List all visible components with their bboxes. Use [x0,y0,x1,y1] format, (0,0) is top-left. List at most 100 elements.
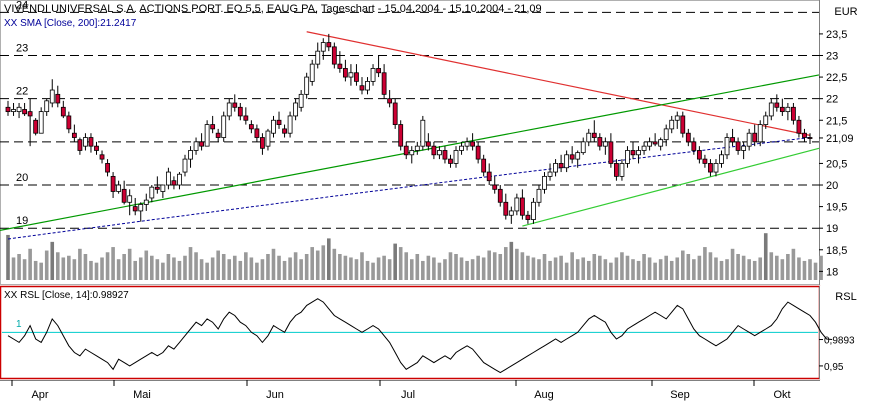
candle-body [193,141,199,151]
candle [685,128,691,147]
volume-bar [642,254,646,280]
volume-bar [492,252,497,280]
candle-body [376,68,381,74]
candle [735,137,741,155]
candle [580,137,586,155]
candle [547,163,553,181]
candle [342,59,348,82]
candle-body [448,158,453,164]
candle [768,98,774,121]
candle [459,141,464,155]
volume-bar [719,260,724,280]
candle [647,137,652,151]
volume-bar [205,262,209,280]
candle-body [641,145,647,151]
candle [442,146,448,164]
candle [293,98,299,121]
candle [381,64,387,99]
candle-body [746,132,752,147]
candle [802,128,807,142]
candle-body [564,154,570,169]
price-tick-label: 21,5 [826,115,847,127]
volume-bar [714,257,718,280]
candle-body [708,163,713,173]
chart-title: VIVENDI UNIVERSAL S.A. ACTIONS PORT. EO … [4,3,542,15]
candle [464,137,470,151]
volume-bar [183,255,187,280]
rsl-panel-title: RSL [835,291,856,303]
volume-bar [210,257,215,280]
price-left-label: 24 [16,0,28,11]
candle [630,141,636,160]
volume-bar [603,259,608,280]
volume-bar [559,255,563,280]
volume-bar [459,257,464,280]
candle [597,133,603,151]
candle-body [260,137,265,149]
volume-bar [498,254,503,280]
candle-body [83,137,88,147]
volume-bar [542,254,547,280]
candle [796,115,802,138]
volume-bar [786,254,790,280]
volume-bar [647,257,652,280]
volume-bar [360,252,364,280]
candle [127,189,133,216]
candle [22,102,27,116]
candle [376,55,381,78]
volume-bar [39,262,43,280]
volume-bar [415,254,420,280]
volume-bar [752,260,757,280]
candle-body [77,139,83,151]
volume-bar [194,252,198,280]
x-axis-month-label: Mai [133,389,151,401]
candle [503,193,509,220]
candle-body [44,100,50,113]
candle-body [226,102,232,117]
candle-body [442,150,448,160]
candle-body [492,184,498,190]
price-left-label: 23 [16,42,28,54]
candle-body [553,163,558,173]
rsl-tick-label: 0,9893 [824,336,855,347]
volume-bar [454,254,458,280]
candle [425,133,431,151]
x-axis-month-label: Jun [266,389,284,401]
candle-body [298,93,304,108]
candle-body [503,201,509,216]
volume-bar [703,247,707,280]
candle-body [304,76,310,95]
candle-body [791,106,796,121]
price-left-label: 20 [16,172,28,184]
volume-bar [526,255,530,280]
candle [481,154,487,177]
candle [354,64,359,86]
candle [359,77,365,95]
volume-bar [249,257,254,280]
volume-bar [443,259,447,280]
candle-body [94,145,99,151]
candle [403,141,409,160]
candle-body [497,188,503,203]
candle-body [199,141,204,147]
volume-bar [354,259,359,280]
candle-body [5,106,11,113]
candle [807,133,813,144]
volume-bar [227,259,232,280]
candle-body [508,210,514,216]
candle-body [365,80,370,91]
candle [348,64,354,86]
candle-body [591,132,597,138]
candle-body [796,119,802,134]
candle-body [719,154,724,164]
volume-bar [271,248,276,280]
candle [652,133,658,147]
candle-body [575,152,581,160]
volume-bar [586,260,591,280]
candle-body [586,132,592,143]
candle [188,146,193,168]
volume-bar [277,255,281,280]
volume-bar [55,252,60,280]
candle-body [403,145,409,156]
candle [193,137,199,155]
